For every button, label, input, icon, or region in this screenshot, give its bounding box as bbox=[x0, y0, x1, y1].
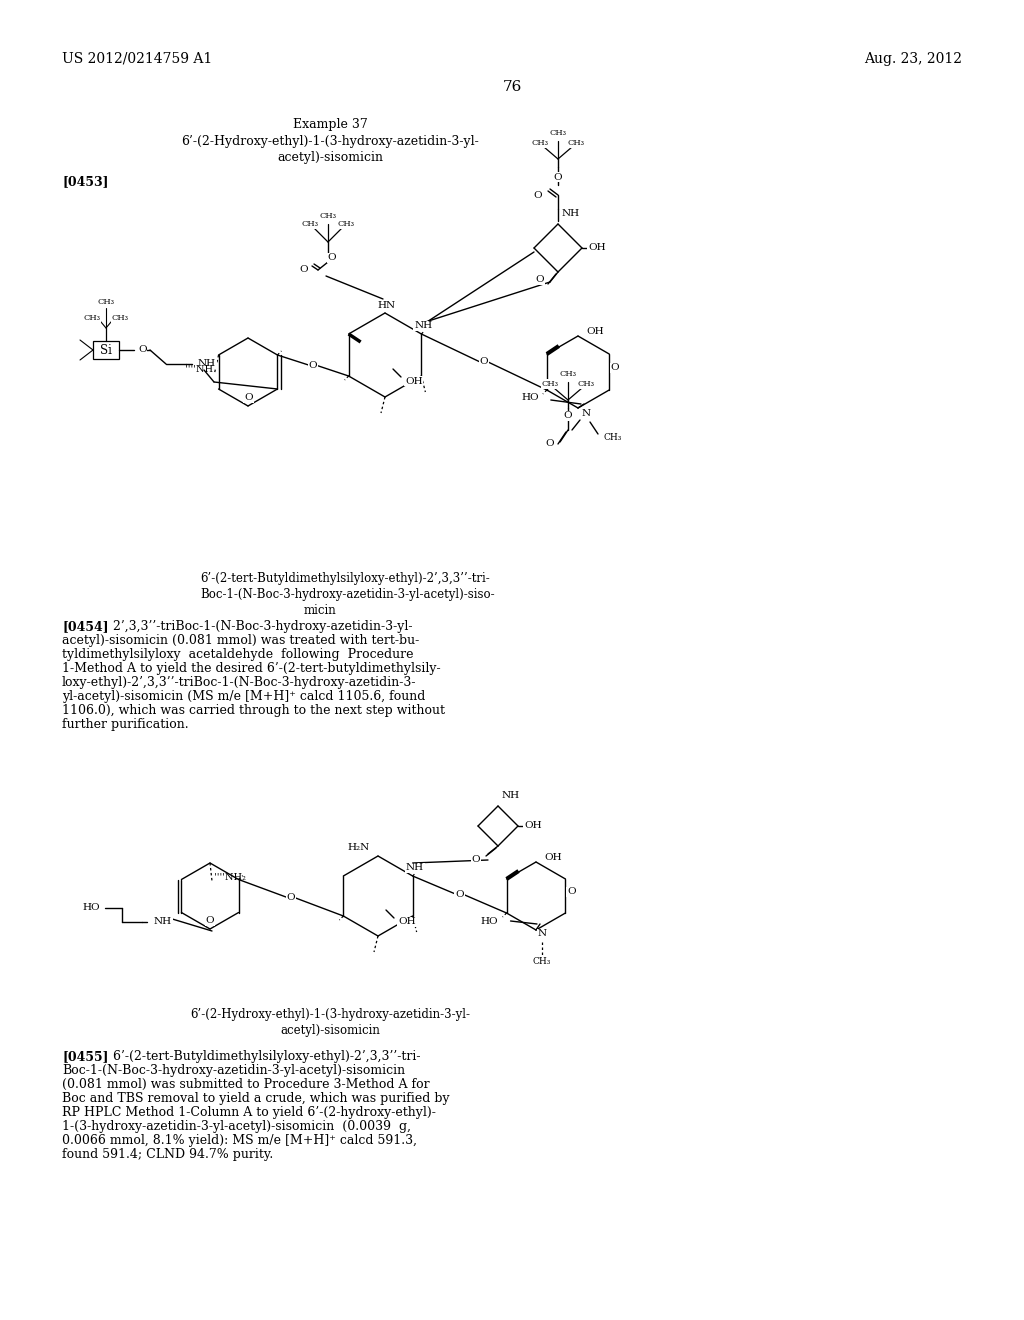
Text: O: O bbox=[244, 393, 253, 403]
Text: O: O bbox=[480, 358, 488, 367]
Text: CH₃: CH₃ bbox=[559, 370, 577, 378]
Text: 6’-(2-tert-Butyldimethylsilyloxy-ethyl)-2’,3,3’’-tri-: 6’-(2-tert-Butyldimethylsilyloxy-ethyl)-… bbox=[105, 1049, 421, 1063]
Text: O: O bbox=[536, 276, 544, 285]
Text: 6’-(2-Hydroxy-ethyl)-1-(3-hydroxy-azetidin-3-yl-: 6’-(2-Hydroxy-ethyl)-1-(3-hydroxy-azetid… bbox=[190, 1008, 470, 1020]
Text: (0.081 mmol) was submitted to Procedure 3-Method A for: (0.081 mmol) was submitted to Procedure … bbox=[62, 1078, 430, 1092]
Text: CH₃: CH₃ bbox=[567, 139, 585, 147]
Text: acetyl)-sisomicin: acetyl)-sisomicin bbox=[280, 1024, 380, 1038]
Text: yl-acetyl)-sisomicin (MS m/e [M+H]⁺ calcd 1105.6, found: yl-acetyl)-sisomicin (MS m/e [M+H]⁺ calc… bbox=[62, 690, 425, 704]
Text: [0454]: [0454] bbox=[62, 620, 109, 634]
Text: 1-(3-hydroxy-azetidin-3-yl-acetyl)-sisomicin  (0.0039  g,: 1-(3-hydroxy-azetidin-3-yl-acetyl)-sisom… bbox=[62, 1119, 411, 1133]
Text: [0453]: [0453] bbox=[62, 176, 109, 187]
Text: CH₃: CH₃ bbox=[97, 298, 115, 306]
Text: acetyl)-sisomicin (0.081 mmol) was treated with tert-bu-: acetyl)-sisomicin (0.081 mmol) was treat… bbox=[62, 634, 419, 647]
Text: N: N bbox=[582, 409, 591, 418]
Text: HO: HO bbox=[481, 916, 499, 925]
Text: OH: OH bbox=[544, 853, 561, 862]
Text: CH₃: CH₃ bbox=[84, 314, 100, 322]
FancyBboxPatch shape bbox=[93, 341, 120, 359]
Text: CH₃: CH₃ bbox=[578, 380, 595, 388]
Text: O: O bbox=[546, 440, 554, 449]
Text: further purification.: further purification. bbox=[62, 718, 188, 731]
Text: 76: 76 bbox=[503, 81, 521, 94]
Text: OH: OH bbox=[406, 376, 423, 385]
Text: OH: OH bbox=[588, 243, 605, 252]
Text: NH: NH bbox=[562, 210, 581, 219]
Text: HN: HN bbox=[378, 301, 396, 309]
Text: NH: NH bbox=[154, 917, 172, 927]
Text: CH₃: CH₃ bbox=[531, 139, 549, 147]
Text: found 591.4; CLND 94.7% purity.: found 591.4; CLND 94.7% purity. bbox=[62, 1148, 273, 1162]
Text: Example 37: Example 37 bbox=[293, 117, 368, 131]
Text: O: O bbox=[206, 916, 214, 925]
Text: O: O bbox=[299, 265, 308, 275]
Text: O: O bbox=[287, 894, 295, 903]
Text: [0455]: [0455] bbox=[62, 1049, 109, 1063]
Text: Boc-1-(N-Boc-3-hydroxy-azetidin-3-yl-acetyl)-siso-: Boc-1-(N-Boc-3-hydroxy-azetidin-3-yl-ace… bbox=[200, 587, 495, 601]
Text: NH: NH bbox=[415, 322, 432, 330]
Text: O: O bbox=[456, 890, 464, 899]
Text: tyldimethylsilyloxy  acetaldehyde  following  Procedure: tyldimethylsilyloxy acetaldehyde followi… bbox=[62, 648, 414, 661]
Text: loxy-ethyl)-2’,3,3’’-triBoc-1-(N-Boc-3-hydroxy-azetidin-3-: loxy-ethyl)-2’,3,3’’-triBoc-1-(N-Boc-3-h… bbox=[62, 676, 417, 689]
Text: micin: micin bbox=[304, 605, 336, 616]
Text: O: O bbox=[567, 887, 575, 896]
Text: 2’,3,3’’-triBoc-1-(N-Boc-3-hydroxy-azetidin-3-yl-: 2’,3,3’’-triBoc-1-(N-Boc-3-hydroxy-azeti… bbox=[105, 620, 413, 634]
Text: OH: OH bbox=[586, 326, 603, 335]
Text: HO: HO bbox=[521, 393, 539, 403]
Text: Boc-1-(N-Boc-3-hydroxy-azetidin-3-yl-acetyl)-sisomicin: Boc-1-(N-Boc-3-hydroxy-azetidin-3-yl-ace… bbox=[62, 1064, 406, 1077]
Text: Boc and TBS removal to yield a crude, which was purified by: Boc and TBS removal to yield a crude, wh… bbox=[62, 1092, 450, 1105]
Text: 0.0066 mmol, 8.1% yield): MS m/e [M+H]⁺ calcd 591.3,: 0.0066 mmol, 8.1% yield): MS m/e [M+H]⁺ … bbox=[62, 1134, 417, 1147]
Text: O: O bbox=[563, 412, 572, 421]
Text: ''''NH: ''''NH bbox=[185, 364, 214, 374]
Text: O: O bbox=[534, 190, 542, 199]
Text: NH: NH bbox=[198, 359, 216, 368]
Text: CH₃: CH₃ bbox=[319, 213, 337, 220]
Text: 1106.0), which was carried through to the next step without: 1106.0), which was carried through to th… bbox=[62, 704, 445, 717]
Text: O: O bbox=[308, 360, 317, 370]
Text: CH₃: CH₃ bbox=[550, 129, 566, 137]
Text: OH: OH bbox=[398, 917, 416, 927]
Text: RP HPLC Method 1-Column A to yield 6’-(2-hydroxy-ethyl)-: RP HPLC Method 1-Column A to yield 6’-(2… bbox=[62, 1106, 436, 1119]
Text: NH: NH bbox=[406, 863, 424, 873]
Text: CH₃: CH₃ bbox=[112, 314, 128, 322]
Text: US 2012/0214759 A1: US 2012/0214759 A1 bbox=[62, 51, 212, 66]
Text: CH₃: CH₃ bbox=[301, 220, 318, 228]
Text: CH₃: CH₃ bbox=[338, 220, 354, 228]
Text: acetyl)-sisomicin: acetyl)-sisomicin bbox=[278, 150, 383, 164]
Text: CH₃: CH₃ bbox=[532, 957, 551, 966]
Text: O: O bbox=[471, 855, 480, 865]
Text: CH₃: CH₃ bbox=[604, 433, 623, 442]
Text: 6’-(2-Hydroxy-ethyl)-1-(3-hydroxy-azetidin-3-yl-: 6’-(2-Hydroxy-ethyl)-1-(3-hydroxy-azetid… bbox=[181, 135, 479, 148]
Text: NH: NH bbox=[502, 792, 520, 800]
Text: OH: OH bbox=[524, 821, 542, 830]
Text: Aug. 23, 2012: Aug. 23, 2012 bbox=[864, 51, 962, 66]
Text: 6’-(2-tert-Butyldimethylsilyloxy-ethyl)-2’,3,3’’-tri-: 6’-(2-tert-Butyldimethylsilyloxy-ethyl)-… bbox=[200, 572, 489, 585]
Text: O: O bbox=[328, 253, 336, 263]
Text: CH₃: CH₃ bbox=[542, 380, 558, 388]
Text: 1-Method A to yield the desired 6’-(2-tert-butyldimethylsily-: 1-Method A to yield the desired 6’-(2-te… bbox=[62, 663, 440, 675]
Text: H₂N: H₂N bbox=[348, 843, 370, 853]
Text: HO: HO bbox=[82, 903, 100, 912]
Text: ''''NH₂: ''''NH₂ bbox=[214, 873, 246, 882]
Text: O: O bbox=[611, 363, 620, 372]
Text: O: O bbox=[554, 173, 562, 181]
Text: Si: Si bbox=[100, 343, 112, 356]
Text: N: N bbox=[538, 929, 547, 939]
Text: O: O bbox=[138, 346, 146, 355]
